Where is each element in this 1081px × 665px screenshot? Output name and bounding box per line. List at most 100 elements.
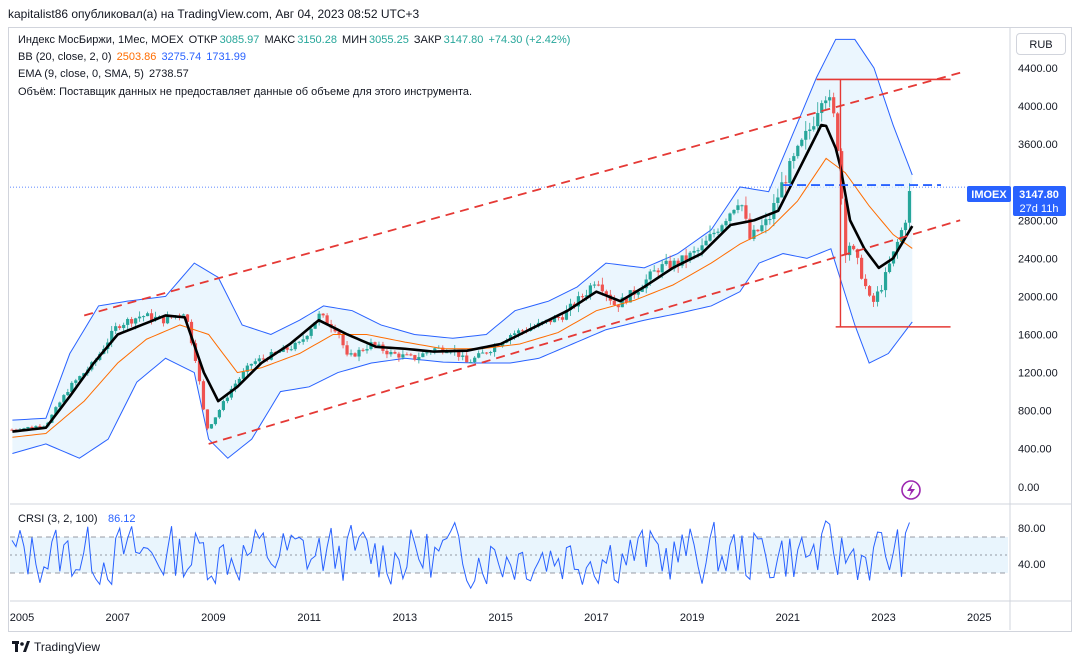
candle-body — [309, 328, 313, 336]
candle-body — [150, 313, 154, 321]
candle-body — [349, 353, 353, 355]
candle-body — [489, 352, 493, 354]
candle-body — [772, 202, 776, 220]
price-tick-label: 3600.00 — [1018, 139, 1058, 151]
candle-body — [54, 407, 58, 415]
candle-body — [469, 362, 473, 364]
candle-body — [313, 322, 317, 329]
candle-body — [852, 245, 856, 250]
time-tick-label: 2023 — [871, 612, 895, 624]
candle-body — [788, 161, 792, 183]
candle-body — [425, 352, 429, 354]
candle-body — [70, 382, 74, 393]
candle-body — [409, 354, 413, 356]
candle-body — [217, 409, 222, 418]
price-tick-label: 400.00 — [1018, 444, 1052, 456]
candle-body — [241, 371, 245, 379]
candle-body — [134, 318, 138, 324]
candle-body — [656, 270, 660, 273]
volume-legend: Объём: Поставщик данных не предоставляет… — [18, 86, 473, 98]
candle-body — [744, 205, 748, 219]
candle-body — [672, 260, 676, 269]
crsi-tick-label: 40.00 — [1018, 559, 1046, 571]
candle-body — [580, 296, 584, 298]
candle-body — [465, 355, 469, 363]
candle-body — [30, 426, 34, 428]
candle-body — [397, 353, 401, 358]
candle-body — [636, 291, 640, 295]
candle-body — [764, 219, 768, 226]
candle-body — [62, 395, 66, 403]
candle-body — [126, 319, 130, 325]
candle-body — [325, 315, 329, 324]
candle-body — [481, 352, 485, 354]
bb-mid-value: 2503.86 — [116, 51, 157, 63]
candle-body — [728, 213, 732, 222]
candle-body — [461, 355, 465, 357]
candle-body — [365, 349, 369, 351]
time-tick-label: 2013 — [393, 612, 417, 624]
bb-lower-line — [12, 248, 913, 459]
candle-body — [816, 113, 820, 127]
time-tick-label: 2015 — [488, 612, 512, 624]
tradingview-logo[interactable]: TradingView — [12, 640, 100, 654]
candle-body — [257, 358, 261, 362]
candle-body — [189, 321, 194, 344]
candle-body — [600, 284, 604, 292]
candle-body — [736, 205, 740, 210]
candle-body — [596, 284, 600, 286]
candle-body — [493, 345, 497, 353]
candle-body — [473, 357, 477, 363]
bb-low-value: 1731.99 — [206, 51, 247, 63]
bb-label[interactable]: BB (20, close, 2, 0) — [18, 51, 112, 63]
candle-body — [903, 222, 908, 231]
candle-body — [768, 219, 772, 221]
symbol-name[interactable]: Индекс МосБиржи, 1Мес, MOEX — [18, 34, 184, 46]
candle-body — [385, 350, 389, 355]
candle-body — [285, 347, 289, 350]
candle-body — [161, 316, 166, 324]
candle-body — [417, 357, 421, 360]
price-tag: IMOEX 3147.80 27d 11h — [967, 186, 1066, 216]
candle-body — [696, 250, 700, 252]
candle-body — [213, 417, 218, 425]
candle-body — [457, 349, 461, 357]
trendline-1[interactable] — [83, 71, 961, 317]
candle-body — [114, 326, 118, 331]
alert-icon[interactable] — [901, 480, 921, 500]
price-tick-label: 2000.00 — [1018, 291, 1058, 303]
candle-body — [708, 234, 712, 241]
candle-body — [640, 288, 644, 292]
crsi-value: 86.12 — [108, 513, 136, 525]
candle-body — [345, 345, 349, 355]
indicator-lines — [12, 123, 914, 438]
candle-body — [688, 252, 692, 261]
candle-body — [146, 313, 150, 317]
ema-label[interactable]: EMA (9, close, 0, SMA, 5) — [18, 68, 144, 80]
trendline-2[interactable] — [208, 219, 961, 445]
low-value: 3055.25 — [369, 34, 409, 46]
candle-body — [74, 380, 78, 383]
candle-body — [836, 113, 840, 152]
ema-value: 2738.57 — [149, 68, 189, 80]
tradingview-logo-icon — [12, 641, 30, 652]
footer-brand: TradingView — [34, 640, 101, 654]
price-tick-label: 1200.00 — [1018, 368, 1058, 380]
candle-body — [401, 354, 405, 358]
currency-button[interactable]: RUB — [1016, 33, 1066, 55]
price-tick-label: 2400.00 — [1018, 253, 1058, 265]
candle-body — [692, 250, 696, 253]
time-tick-label: 2009 — [201, 612, 225, 624]
crsi-label[interactable]: CRSI (3, 2, 100) — [18, 513, 97, 525]
candle-body — [78, 376, 82, 381]
bb-fill — [12, 39, 913, 459]
candle-body — [860, 257, 864, 279]
close-value: 3147.80 — [443, 34, 484, 46]
price-tick-label: 4000.00 — [1018, 101, 1058, 113]
candle-body — [377, 344, 381, 346]
high-label: МАКС — [264, 34, 296, 46]
candle-body — [142, 316, 146, 318]
candle-body — [185, 314, 190, 322]
chart-frame — [8, 27, 1072, 632]
candle-body — [289, 349, 293, 351]
